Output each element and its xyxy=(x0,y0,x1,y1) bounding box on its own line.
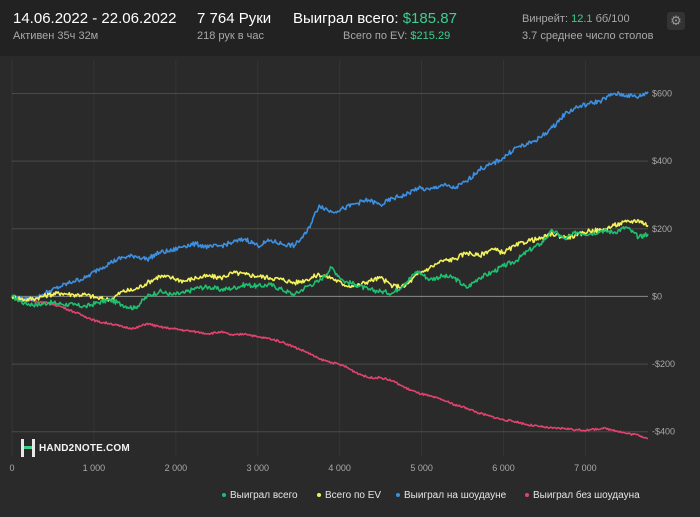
legend-item-won[interactable]: Выиграл всего xyxy=(222,490,298,501)
hand2note-logo-icon xyxy=(20,438,36,458)
y-tick-label: $400 xyxy=(652,156,672,166)
x-tick-label: 6 000 xyxy=(492,463,515,473)
legend-label-won: Выиграл всего xyxy=(230,490,298,501)
y-axis-ticks: $600 $400 $200 $0 -$200 -$400 xyxy=(652,89,675,437)
gear-icon[interactable]: ⚙ xyxy=(667,12,685,30)
ev-total-label: Всего по EV: xyxy=(343,30,408,42)
won-total-label: Выиграл всего: xyxy=(293,10,399,27)
series-line-3 xyxy=(12,295,649,440)
winrate-unit: бб/100 xyxy=(595,13,630,25)
legend-dot-showdown xyxy=(396,493,400,498)
x-tick-label: 3 000 xyxy=(246,463,269,473)
x-tick-label: 5 000 xyxy=(410,463,433,473)
series-line-0 xyxy=(11,226,649,311)
legend-dot-won xyxy=(222,493,226,498)
legend-label-showdown: Выиграл на шоудауне xyxy=(404,490,507,501)
avg-tables: 3.7 среднее число столов xyxy=(522,30,654,42)
x-tick-label: 0 xyxy=(9,463,14,473)
chart-legend: Выиграл всего Всего по EV Выиграл на шоу… xyxy=(0,487,700,505)
winrate-label: Винрейт: xyxy=(522,13,569,25)
hands-count: 7 764 Руки xyxy=(197,10,272,27)
y-tick-label: $0 xyxy=(652,291,662,301)
x-tick-label: 7 000 xyxy=(574,463,597,473)
winrate-value: 12.1 xyxy=(571,13,593,25)
chart-grid xyxy=(11,60,648,456)
x-tick-label: 1 000 xyxy=(83,463,106,473)
series-line-2 xyxy=(11,91,649,303)
y-tick-label: $600 xyxy=(652,89,672,99)
x-axis-ticks: 0 1 000 2 000 3 000 4 000 5 000 6 000 7 000 xyxy=(9,463,596,473)
ev-total: Всего по EV: $215.29 xyxy=(343,30,450,42)
legend-item-non-showdown[interactable]: Выиграл без шоудауна xyxy=(525,490,640,501)
legend-label-ev: Всего по EV xyxy=(325,490,382,501)
y-tick-label: -$200 xyxy=(652,359,675,369)
y-tick-label: -$400 xyxy=(652,427,675,437)
legend-label-non-showdown: Выиграл без шоудауна xyxy=(533,490,640,501)
legend-item-showdown[interactable]: Выиграл на шоудауне xyxy=(396,490,506,501)
active-time: Активен 35ч 32м xyxy=(13,30,99,42)
chart-series xyxy=(11,91,649,440)
legend-dot-ev xyxy=(317,493,321,498)
winrate: Винрейт: 12.1 бб/100 xyxy=(522,13,630,25)
summary-header: 14.06.2022 - 22.06.2022 Активен 35ч 32м … xyxy=(0,0,700,50)
y-tick-label: $200 xyxy=(652,224,672,234)
date-range: 14.06.2022 - 22.06.2022 xyxy=(13,10,177,27)
hands-per-hour: 218 рук в час xyxy=(197,30,265,42)
hand2note-logo: HAND2NOTE.COM xyxy=(20,437,130,459)
legend-dot-non-showdown xyxy=(525,493,529,498)
x-tick-label: 4 000 xyxy=(328,463,351,473)
won-total: Выиграл всего: $185.87 xyxy=(293,10,457,27)
won-total-value: $185.87 xyxy=(402,10,457,27)
ev-total-value: $215.29 xyxy=(410,30,451,42)
legend-item-ev[interactable]: Всего по EV xyxy=(317,490,381,501)
logo-text: HAND2NOTE.COM xyxy=(39,442,130,454)
x-tick-label: 2 000 xyxy=(165,463,188,473)
series-line-1 xyxy=(11,219,649,303)
